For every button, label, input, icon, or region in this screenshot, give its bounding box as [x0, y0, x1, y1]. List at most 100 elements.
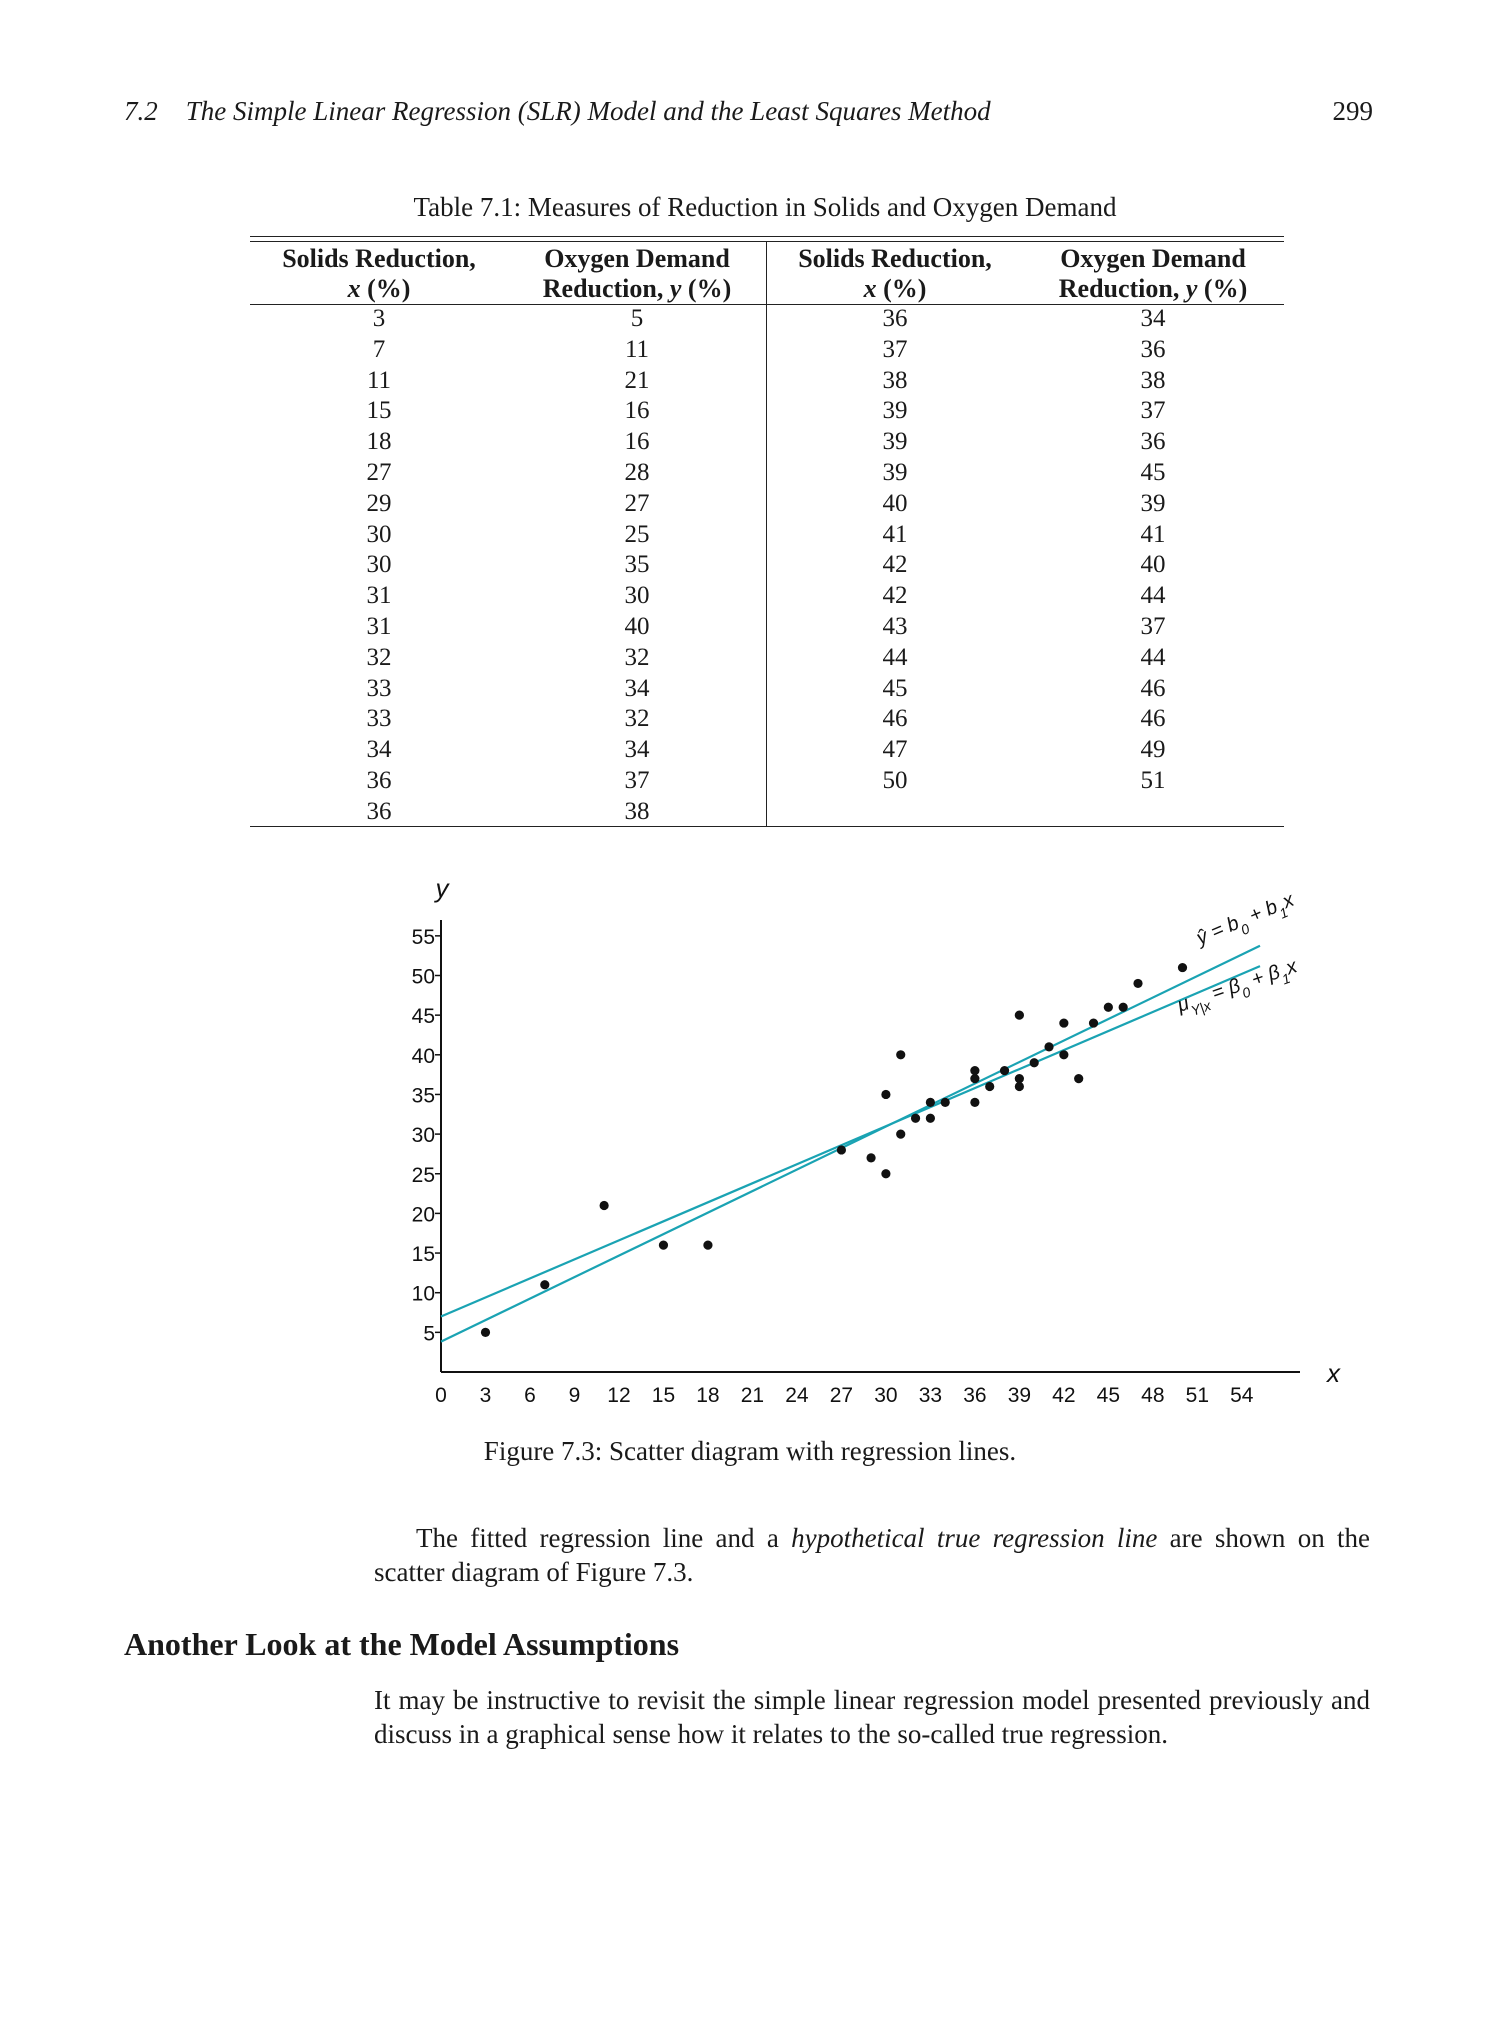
table-cell: 34: [624, 674, 650, 702]
table-caption: Table 7.1: Measures of Reduction in Soli…: [413, 192, 1117, 222]
table-column-divider: [766, 241, 767, 826]
table-cell: 40: [1140, 551, 1166, 579]
regression-line-label-part: x: [1278, 889, 1298, 914]
x-tick-label: 12: [607, 1384, 630, 1407]
data-point: [896, 1050, 906, 1060]
table-rule: [250, 241, 1284, 242]
table-cell: 47: [882, 736, 908, 764]
x-tick-label: 6: [524, 1384, 536, 1407]
table-cell: 34: [1140, 305, 1166, 332]
table-cell: 34: [366, 736, 392, 764]
regression-line-label-part: x: [1282, 955, 1301, 980]
section-heading: Another Look at the Model Assumptions: [124, 1626, 680, 1662]
table-cell: 15: [366, 397, 392, 425]
regression-line-label-part: 1: [1280, 970, 1293, 988]
x-tick-label: 27: [830, 1384, 853, 1407]
table-cell: 36: [882, 305, 908, 332]
table-cell: 29: [366, 489, 392, 517]
table-cell: 27: [624, 489, 650, 517]
table-cell: 25: [624, 520, 650, 548]
y-tick-label: 50: [412, 966, 435, 989]
table-cell: 38: [882, 366, 908, 394]
table-cell: 46: [1140, 674, 1166, 702]
table-cell: 49: [1140, 736, 1166, 764]
table-cell: 43: [882, 612, 908, 640]
regression-line-label-part: + b: [1241, 896, 1281, 930]
table-cell: 31: [366, 612, 392, 640]
x-tick-label: 36: [963, 1384, 986, 1407]
x-axis-label: x: [1325, 1358, 1341, 1388]
table-cell: 30: [366, 551, 392, 579]
y-axis-label: y: [434, 873, 451, 903]
data-point: [480, 1327, 491, 1337]
table-cell: 7: [372, 335, 386, 363]
table-cell: 37: [1140, 612, 1166, 640]
table-cell: 38: [624, 797, 650, 825]
table-cell: 37: [882, 335, 908, 363]
table-cell: 27: [366, 458, 392, 486]
table-cell: 39: [882, 397, 908, 425]
x-tick-label: 45: [1097, 1384, 1120, 1407]
regression-line-label: μY|x = β0 + β1x: [1174, 955, 1303, 1023]
data-point: [940, 1097, 950, 1107]
table-cell: 39: [882, 458, 908, 486]
data-point: [1177, 962, 1188, 973]
regression-line-label-part: 1: [1277, 904, 1290, 922]
table-cell: 36: [1140, 428, 1166, 456]
table-cell: 39: [1140, 489, 1166, 517]
regression-line-label-part: = β: [1204, 975, 1244, 1007]
table-cell: 46: [1140, 705, 1166, 733]
data-point: [1118, 1002, 1128, 1012]
table-cell: 36: [366, 766, 392, 794]
table-cell: 42: [882, 582, 908, 610]
paragraph: It may be instructive to revisit the sim…: [374, 1685, 1370, 1749]
data-point: [910, 1113, 921, 1123]
table-cell: 11: [366, 366, 392, 394]
table-cell: 32: [624, 705, 650, 733]
table-cell: 16: [624, 428, 650, 456]
table-cell: 5: [630, 305, 644, 332]
data-point: [970, 1073, 980, 1084]
x-tick-label: 15: [652, 1384, 675, 1407]
table-cell: 50: [882, 766, 908, 794]
table-cell: 42: [882, 551, 908, 579]
data-table: Solids Reduction, x (%) Oxygen Demand Re…: [250, 236, 1284, 836]
table-rule: [250, 236, 1284, 237]
regression-line-label-part: Y|x: [1189, 997, 1214, 1019]
data-point: [1133, 978, 1143, 989]
data-point: [540, 1280, 550, 1290]
x-tick-label: 33: [919, 1384, 942, 1407]
data-point: [1014, 1010, 1024, 1020]
data-point: [1074, 1073, 1084, 1084]
x-tick-label: 21: [741, 1384, 764, 1407]
x-tick-label: 54: [1230, 1384, 1254, 1407]
data-point: [1088, 1018, 1099, 1028]
x-tick-label: 24: [785, 1384, 809, 1407]
table-cell: 30: [366, 520, 392, 548]
x-tick-label: 3: [480, 1384, 492, 1407]
table-cell: 41: [882, 520, 908, 548]
column-header: Solids Reduction, x (%): [282, 244, 476, 303]
y-tick-label: 55: [412, 926, 435, 949]
table-cell: 28: [624, 458, 650, 486]
data-point: [881, 1089, 891, 1100]
data-point: [925, 1097, 935, 1107]
table-cell: 44: [882, 643, 908, 671]
table-cell: 45: [882, 674, 908, 702]
data-point: [1014, 1081, 1024, 1092]
regression-line-label-part: ŷ = b: [1192, 912, 1243, 950]
regression-line: [440, 965, 1261, 1318]
x-tick-label: 39: [1008, 1384, 1031, 1407]
page-number: 299: [1332, 96, 1374, 126]
column-header: Oxygen Demand Reduction, y (%): [1058, 244, 1248, 303]
table-header: Solids Reduction, x (%) Oxygen Demand Re…: [250, 244, 1284, 304]
table-cell: 46: [882, 705, 908, 733]
table-cell: 35: [624, 551, 650, 579]
table-column-oxygen-2: 34 36 38 37 36 45 39 41 40 44 37 44 46 46 49 51: [1024, 304, 1282, 797]
data-point: [896, 1129, 906, 1139]
y-tick-label: 35: [412, 1084, 435, 1107]
x-tick-label: 48: [1141, 1384, 1164, 1407]
y-tick-label: 15: [412, 1243, 435, 1266]
x-tick-label: 51: [1186, 1384, 1209, 1407]
table-cell: 44: [1140, 643, 1166, 671]
